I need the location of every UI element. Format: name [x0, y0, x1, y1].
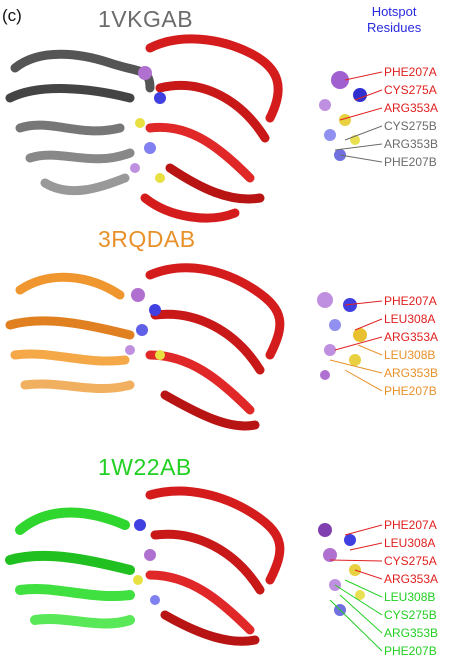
panel-label: (c): [2, 6, 22, 25]
residue-label: PHE207B: [384, 155, 437, 169]
residue-label: LEU308A: [384, 312, 436, 326]
residue-label: CYS275B: [384, 119, 437, 133]
residue-label: ARG353A: [384, 101, 439, 115]
residue-label: ARG353A: [384, 572, 439, 586]
panel-3-title: 1W22AB: [98, 454, 192, 480]
residue-label: ARG353A: [384, 330, 439, 344]
panel-1-protein-structure: [5, 34, 283, 223]
panel-3-protein-structure: [5, 486, 285, 646]
residue-label: ARG353B: [384, 137, 439, 151]
chain-a-ribbon: [145, 486, 285, 646]
residue-label: LEU308A: [384, 536, 436, 550]
panel-1-hotspot-cluster: [319, 71, 367, 161]
chain-b-ribbon: [5, 507, 135, 629]
chain-b-ribbon: [5, 272, 135, 394]
panel-2-title: 3RQDAB: [98, 226, 196, 252]
residue-label: ARG353B: [384, 366, 439, 380]
hotspot-spheres: [130, 66, 166, 183]
chain-a-ribbon: [140, 34, 283, 223]
residue-label: PHE207B: [384, 644, 437, 658]
panel-1-title: 1VKGAB: [98, 6, 194, 32]
residue-label: PHE207B: [384, 384, 437, 398]
panel-2-protein-structure: [5, 263, 285, 431]
legend-line-1: Hotspot: [371, 4, 417, 19]
legend-hotspot-residues: Hotspot Residues: [367, 4, 421, 36]
residue-label: ARG353B: [384, 626, 439, 640]
hotspot-spheres: [133, 519, 160, 605]
residue-label: LEU308B: [384, 590, 436, 604]
residue-label: PHE207A: [384, 294, 437, 308]
residue-label: CYS275A: [384, 83, 437, 97]
residue-label: CYS275B: [384, 608, 437, 622]
residue-label: CYS275A: [384, 554, 437, 568]
residue-label: LEU308B: [384, 348, 436, 362]
legend-line-2: Residues: [367, 20, 422, 35]
panel-2-hotspot-cluster: [317, 292, 367, 380]
residue-label: PHE207A: [384, 518, 437, 532]
residue-label: PHE207A: [384, 65, 437, 79]
hotspot-spheres: [125, 288, 165, 360]
